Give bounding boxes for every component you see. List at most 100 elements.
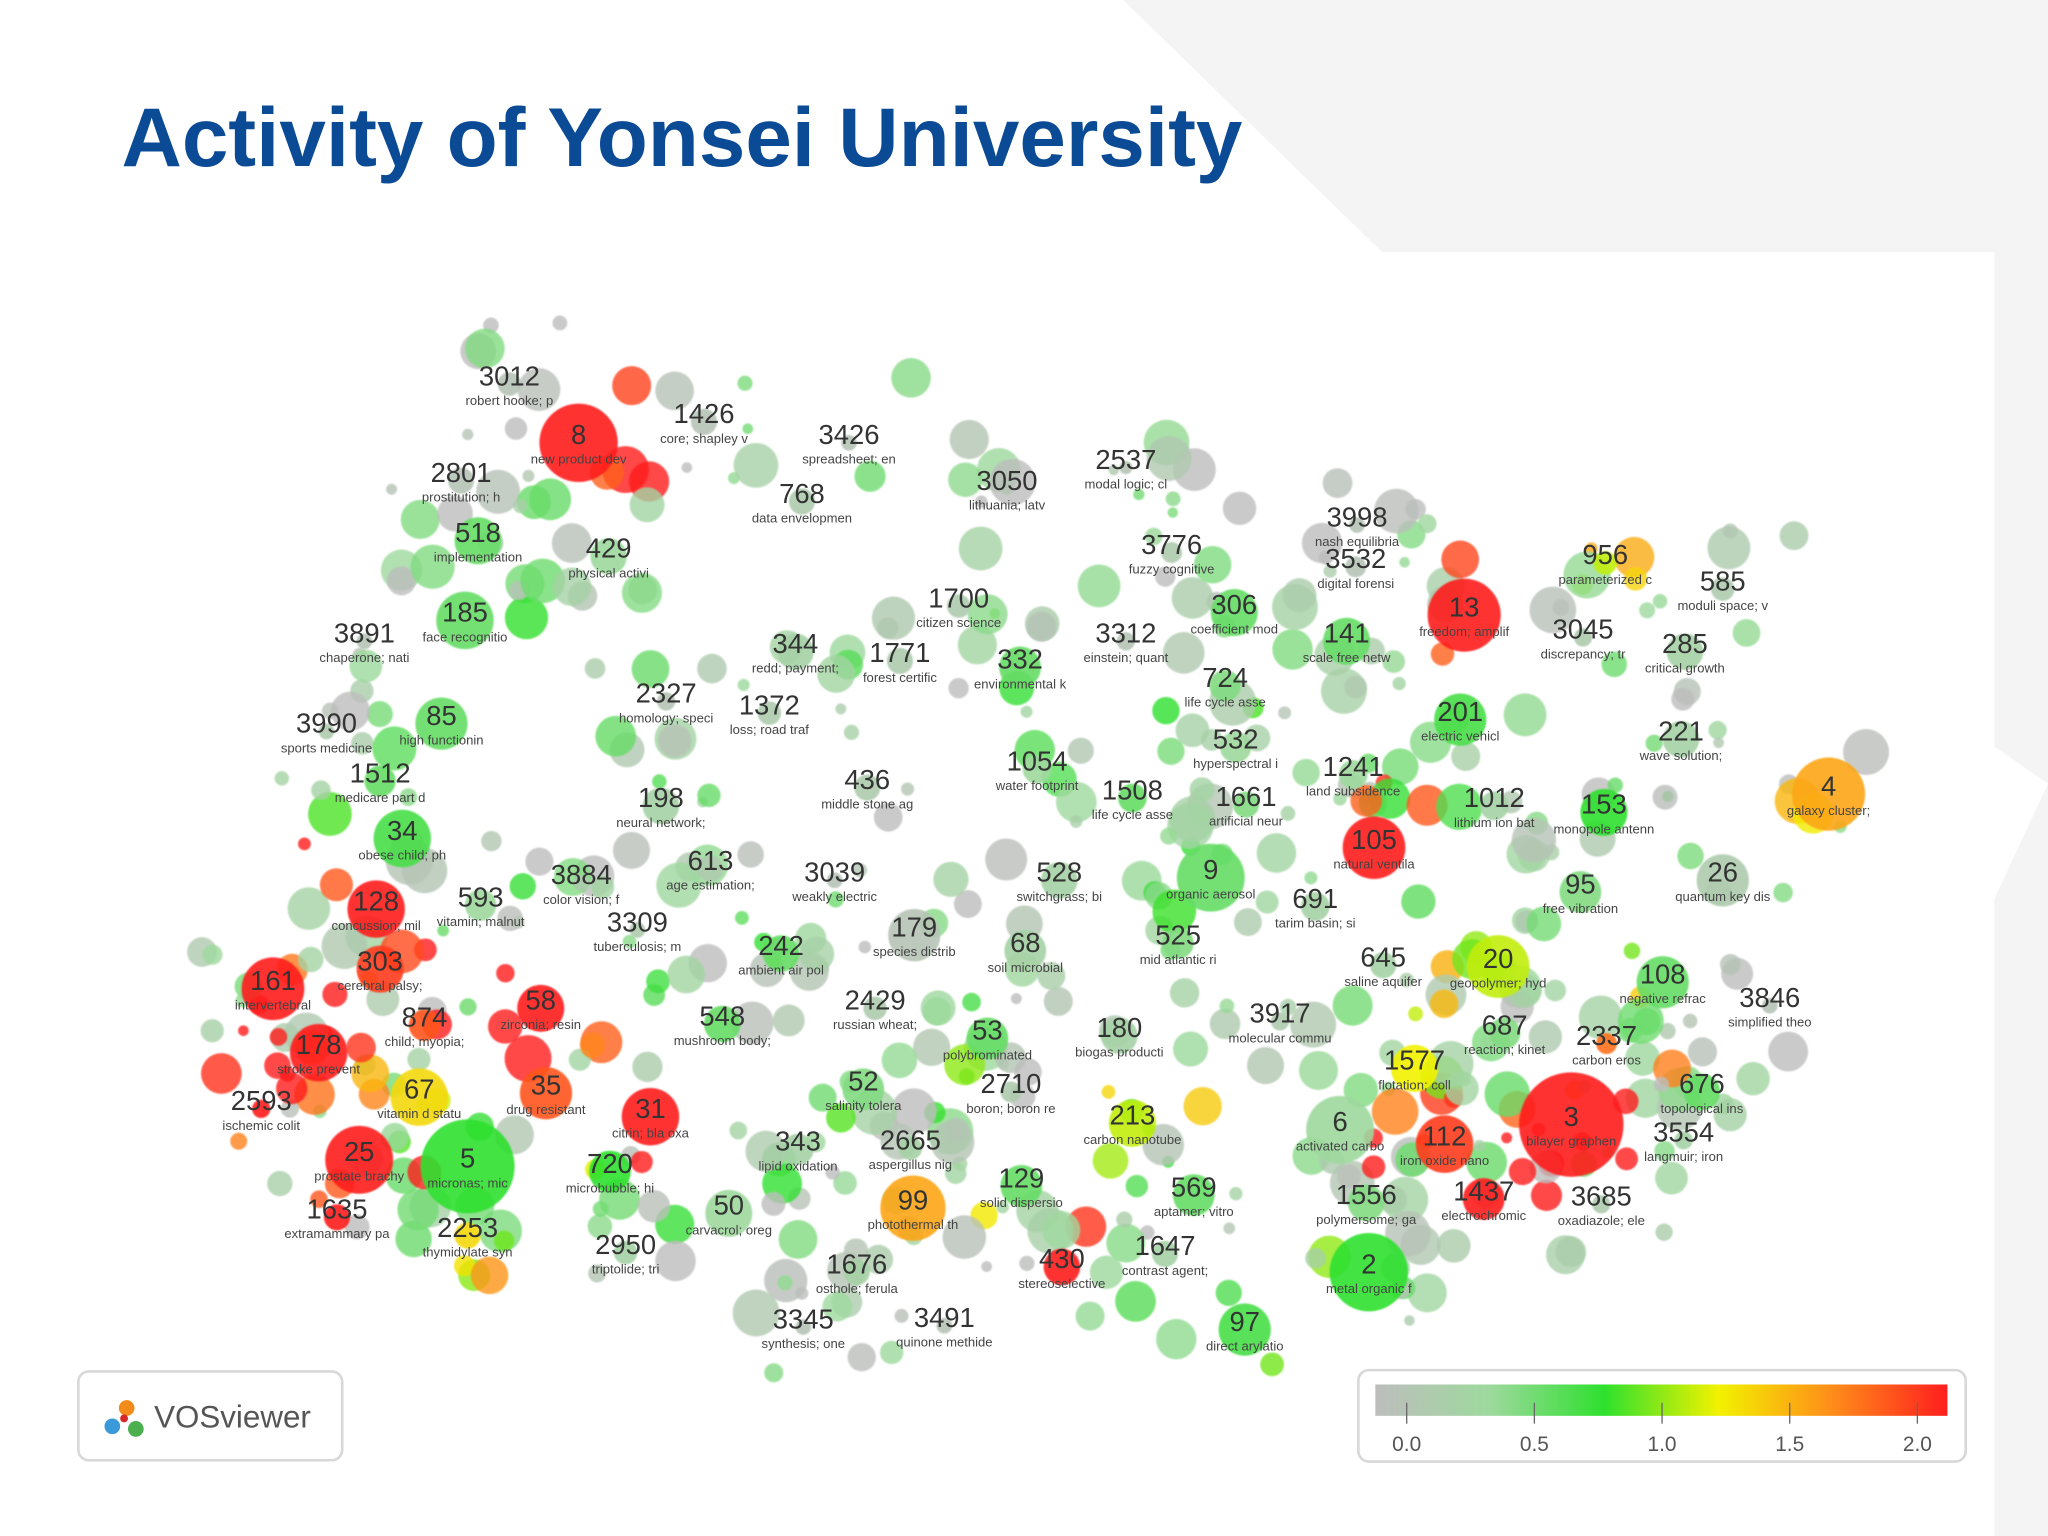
background-bubble [287,887,331,930]
background-bubble [863,1244,894,1275]
node-bubble [241,957,305,1021]
node-label: drug resistant [506,1102,585,1117]
logo: VOSviewer [77,1370,344,1462]
node-id: 429 [586,533,632,564]
node-label: monopole antenn [1553,821,1654,836]
node-bubble [420,1119,515,1214]
background-bubble [1152,889,1197,934]
colorbar-tick-label: 0.5 [1520,1433,1549,1456]
node-label: direct arylatio [1206,1339,1284,1354]
background-bubble [400,499,440,539]
node-bubble [841,434,857,451]
background-bubble [496,963,515,983]
node-bubble [1116,632,1136,651]
background-bubble [891,358,931,398]
node-id: 532 [1213,723,1259,754]
node-id: 720 [587,1148,633,1179]
background-bubble [1659,1022,1676,1040]
node-id: 687 [1482,1009,1528,1040]
background-bubble [493,1230,515,1252]
background-bubble [200,1019,224,1043]
background-bubble [1707,526,1751,570]
node-id: 2253 [437,1212,498,1243]
background-bubble [1222,491,1257,526]
background-bubble [1337,1164,1361,1189]
node-bubble [936,1317,953,1334]
node-bubble [1580,788,1628,836]
background-bubble [1020,705,1033,718]
node-bubble [782,1133,814,1166]
node-label: implementation [434,550,522,565]
background-bubble [1677,842,1704,870]
node-id: 430 [1039,1243,1085,1274]
node-id: 161 [250,965,296,996]
background-bubble [319,868,353,902]
background-bubble [1010,993,1022,1005]
background-bubble [1682,1013,1698,1029]
node-bubble [1674,1131,1693,1150]
node-label: salinity tolera [825,1098,902,1113]
node-id: 613 [688,845,734,876]
background-bubble [1014,1058,1042,1086]
background-bubble [280,1099,299,1118]
background-bubble [630,1150,653,1174]
background-bubble [592,1201,609,1217]
background-bubble [1652,784,1678,810]
node-bubble [373,809,432,868]
background-bubble [459,998,477,1016]
node-label: life cycle asse [1092,807,1173,822]
node-bubble [1022,754,1052,784]
background-bubble [1162,632,1205,674]
background-bubble [894,1308,909,1323]
background-bubble [974,495,988,509]
background-bubble [900,782,915,796]
node-id: 179 [891,911,937,942]
background-bubble [1399,556,1410,568]
background-bubble [1768,1031,1809,1072]
node-bubble [1338,760,1368,789]
background-bubble [453,1255,475,1277]
node-bubble [497,372,522,396]
background-bubble [552,567,592,607]
background-bubble [529,478,572,521]
background-bubble [777,1275,793,1291]
background-bubble [1278,706,1292,720]
node-bubble [1666,633,1704,671]
node-id: 198 [638,782,684,813]
background-bubble [826,1102,856,1133]
background-bubble [629,487,665,523]
node-bubble [573,875,590,891]
background-bubble [1639,602,1656,619]
background-bubble [833,1171,857,1195]
node-bubble [1592,1195,1611,1214]
background-bubble [1381,748,1419,785]
node-label: geopolymer; hyd [1450,975,1546,990]
background-bubble [584,658,606,679]
background-bubble [1429,989,1459,1019]
node-id: 185 [442,597,488,628]
background-bubble [1067,737,1094,764]
node-id: 2710 [980,1068,1041,1099]
node-id: 343 [775,1126,821,1157]
node-id: 35 [531,1070,561,1101]
background-bubble [1116,1211,1133,1228]
background-bubble [1272,629,1313,670]
background-bubble [310,1190,328,1209]
background-bubble [1722,523,1738,539]
node-label: biogas producti [1075,1045,1164,1060]
background-bubble [1069,815,1083,828]
node-id: 31 [635,1093,665,1124]
background-bubble [1479,1036,1491,1048]
node-bubble [1219,731,1252,763]
background-bubble [1578,995,1623,1040]
background-bubble [1075,1301,1105,1331]
background-bubble [1089,1255,1124,1290]
background-bubble [275,1072,308,1105]
node-bubble [1119,461,1133,475]
node-label: critical growth [1645,661,1725,676]
background-bubble [1233,908,1262,937]
background-bubble [1152,696,1180,725]
background-bubble [321,923,368,970]
node-label: coefficient mod [1191,621,1279,636]
